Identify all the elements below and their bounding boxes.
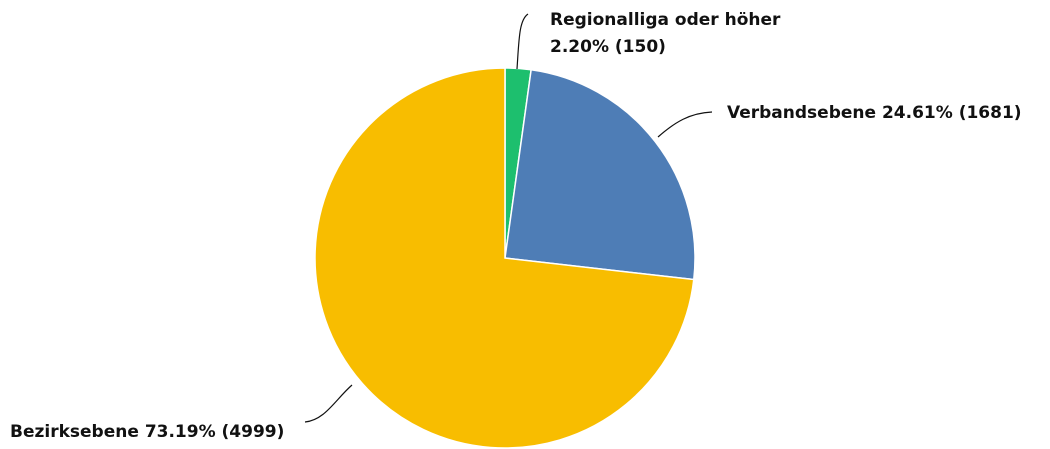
slice-label: Bezirksebene 73.19% (4999) xyxy=(10,422,284,442)
slice-label: Verbandsebene 24.61% (1681) xyxy=(727,103,1022,123)
slice-category: Bezirksebene xyxy=(10,422,139,442)
leader-line xyxy=(657,111,713,138)
leader-line xyxy=(304,384,353,423)
pie-slice xyxy=(314,67,695,449)
slice-label: Regionalliga oder höher xyxy=(550,10,781,30)
slice-value-label: 2.20% (150) xyxy=(550,37,666,57)
leader-line xyxy=(516,13,529,70)
slice-value-label: 24.61% (1681) xyxy=(882,103,1022,123)
pie xyxy=(314,67,696,449)
slice-category: Verbandsebene xyxy=(727,103,876,123)
pie-slice xyxy=(504,68,696,281)
slice-value-label: 73.19% (4999) xyxy=(145,422,285,442)
